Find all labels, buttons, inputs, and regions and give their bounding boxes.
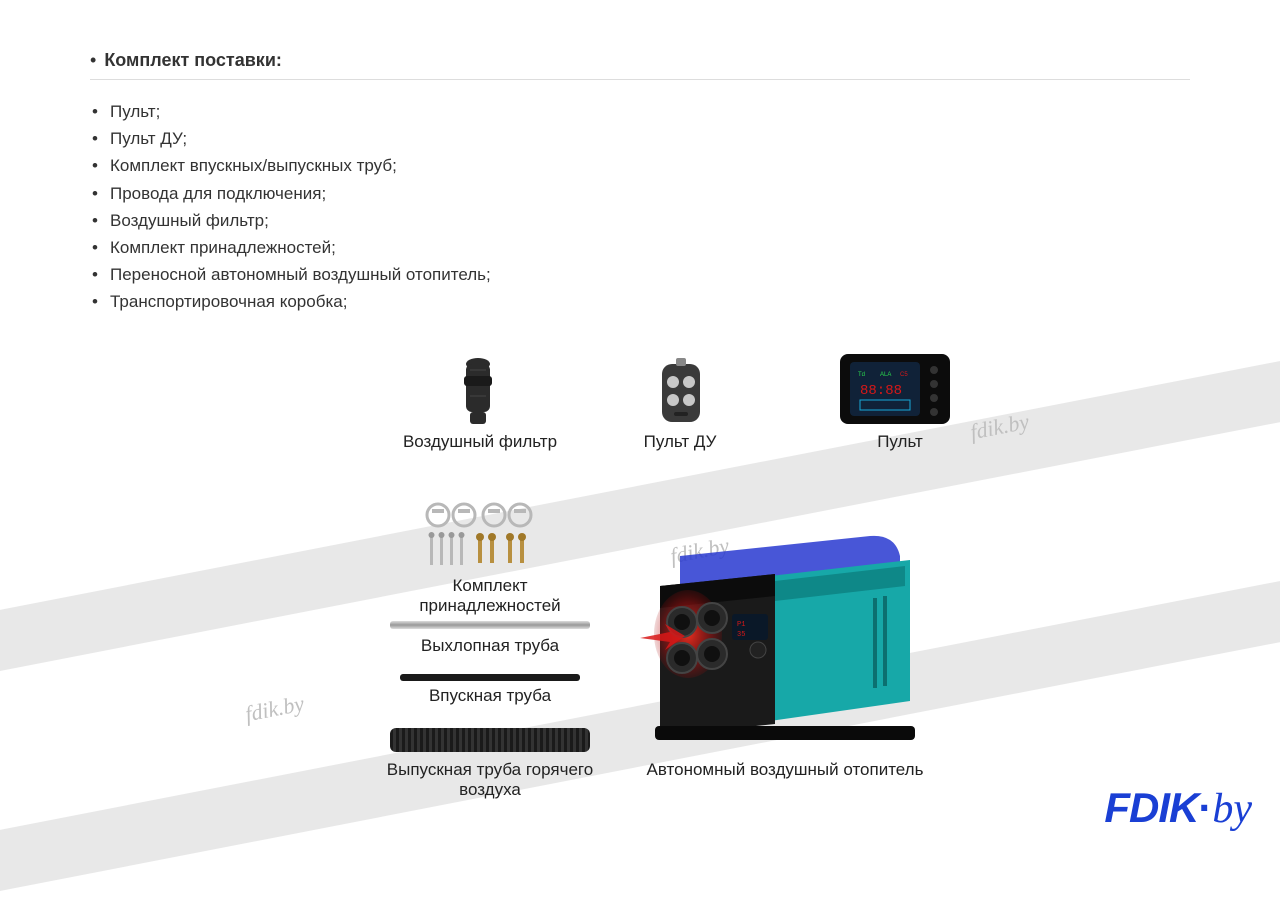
intake-pipe-label: Впускная труба <box>425 686 555 706</box>
svg-text:35: 35 <box>737 631 745 639</box>
hot-air-pipe-icon <box>390 728 590 752</box>
control-panel-icon: Td ALA C5 88:88 <box>840 354 950 424</box>
list-item: Переносной автономный воздушный отопител… <box>92 261 1190 288</box>
accessories-icon <box>420 501 560 571</box>
list-item: Воздушный фильтр; <box>92 207 1190 234</box>
list-item: Транспортировочная коробка; <box>92 288 1190 315</box>
list-item: Комплект принадлежностей; <box>92 234 1190 261</box>
list-item: Пульт ДУ; <box>92 125 1190 152</box>
heater-unit-icon: P1 35 <box>640 526 930 746</box>
remote-icon <box>660 358 702 424</box>
accessories-label: Комплект принадлежностей <box>380 576 600 616</box>
remote-label: Пульт ДУ <box>630 432 730 452</box>
heading-bullet: • <box>90 50 96 71</box>
watermark-text: fdik.by <box>243 690 306 727</box>
list-item: Комплект впускных/выпускных труб; <box>92 152 1190 179</box>
air-filter-icon <box>460 356 496 426</box>
svg-text:88:88: 88:88 <box>860 383 902 399</box>
logo-separator: · <box>1198 784 1212 831</box>
intake-pipe-icon <box>400 674 580 681</box>
product-diagram: fdik.by fdik.by fdik.by Воздушный фильтр… <box>140 346 1140 826</box>
section-heading: Комплект поставки: <box>104 50 282 71</box>
air-filter-label: Воздушный фильтр <box>400 432 560 452</box>
svg-text:C5: C5 <box>900 372 908 378</box>
exhaust-pipe-icon <box>390 621 590 629</box>
heater-label: Автономный воздушный отопитель <box>640 760 930 780</box>
list-item: Провода для подключения; <box>92 180 1190 207</box>
exhaust-pipe-label: Выхлопная труба <box>420 636 560 656</box>
brand-logo: FDIK·by <box>1104 784 1252 833</box>
svg-text:ALA: ALA <box>880 372 891 378</box>
svg-text:P1: P1 <box>737 621 745 629</box>
section-heading-row: • Комплект поставки: <box>90 50 1190 80</box>
package-list: Пульт; Пульт ДУ; Комплект впускных/выпус… <box>90 98 1190 316</box>
list-item: Пульт; <box>92 98 1190 125</box>
panel-label: Пульт <box>860 432 940 452</box>
logo-tld: by <box>1212 786 1252 832</box>
svg-text:Td: Td <box>858 372 865 378</box>
logo-brand: FDIK <box>1104 784 1198 831</box>
hot-air-pipe-label: Выпускная труба горячего воздуха <box>360 760 620 800</box>
